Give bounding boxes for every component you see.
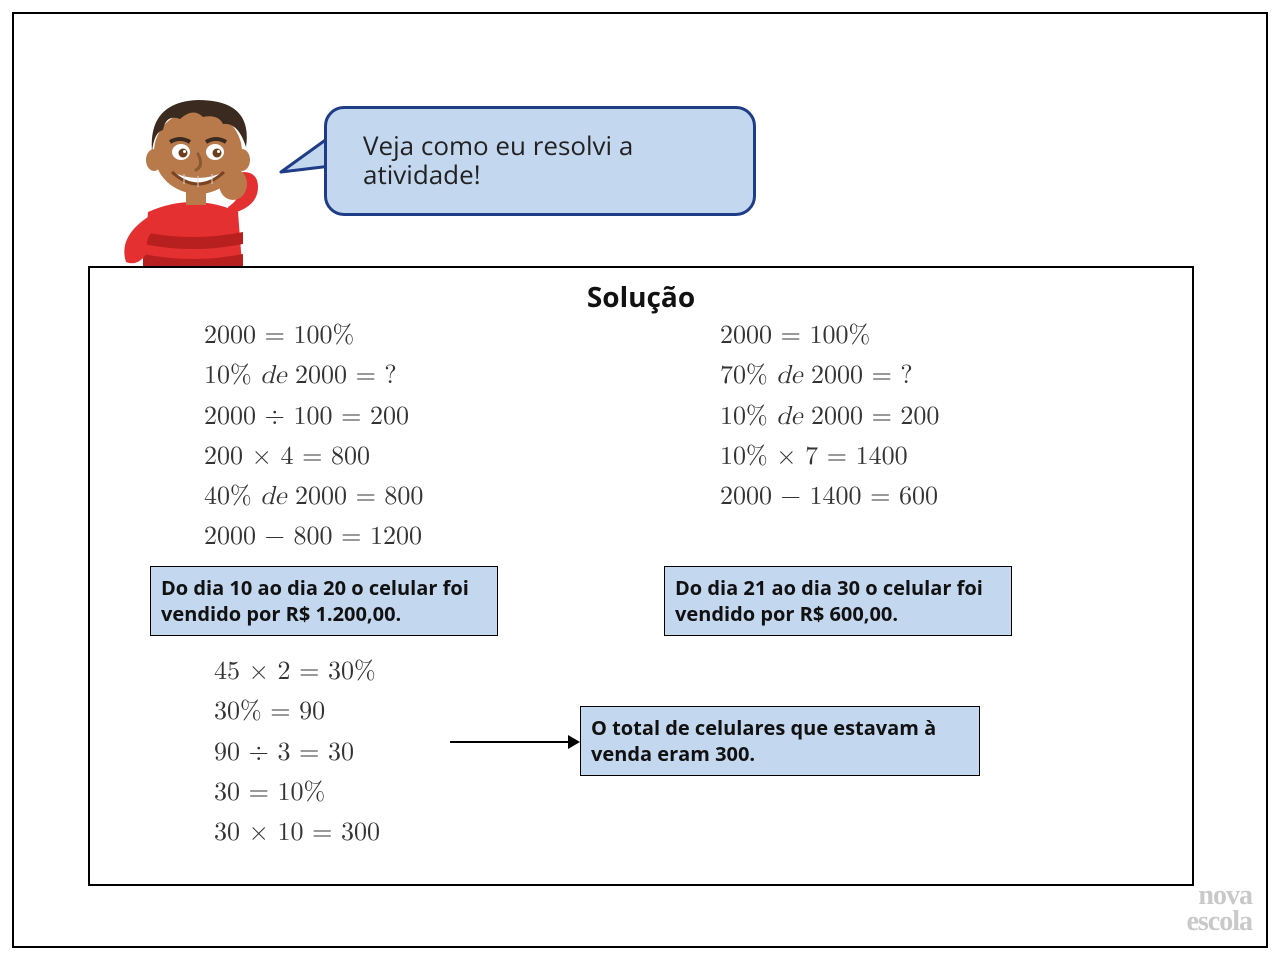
math-column-left-top: 2000 = 100%10% de 2000 = ?2000 ÷ 100 = 2… <box>204 316 423 558</box>
character-boy <box>108 92 278 282</box>
solution-panel: Solução 2000 = 100%10% de 2000 = ?2000 ÷… <box>88 266 1194 886</box>
math-column-right-top: 2000 = 100%70% de 2000 = ?10% de 2000 = … <box>720 316 939 517</box>
logo-line2: escola <box>1186 909 1252 936</box>
logo-line1: nova <box>1186 883 1252 910</box>
nova-escola-logo: nova escola <box>1186 883 1252 936</box>
callout-day10-20: Do dia 10 ao dia 20 o celular foi vendid… <box>150 566 498 636</box>
callout-day21-30: Do dia 21 ao dia 30 o celular foi vendid… <box>664 566 1012 636</box>
speech-bubble: Veja como eu resolvi a atividade! <box>324 106 756 216</box>
solution-title: Solução <box>90 278 1192 316</box>
callout-total: O total de celulares que estavam à venda… <box>580 706 980 776</box>
arrow-head-icon <box>568 735 580 749</box>
slide-frame: Veja como eu resolvi a atividade! Soluçã… <box>12 12 1268 948</box>
speech-text: Veja como eu resolvi a atividade! <box>363 127 633 192</box>
math-column-left-bottom: 45 × 2 = 30%30% = 9090 ÷ 3 = 3030 = 10%3… <box>214 652 380 853</box>
arrow-line <box>450 741 572 743</box>
